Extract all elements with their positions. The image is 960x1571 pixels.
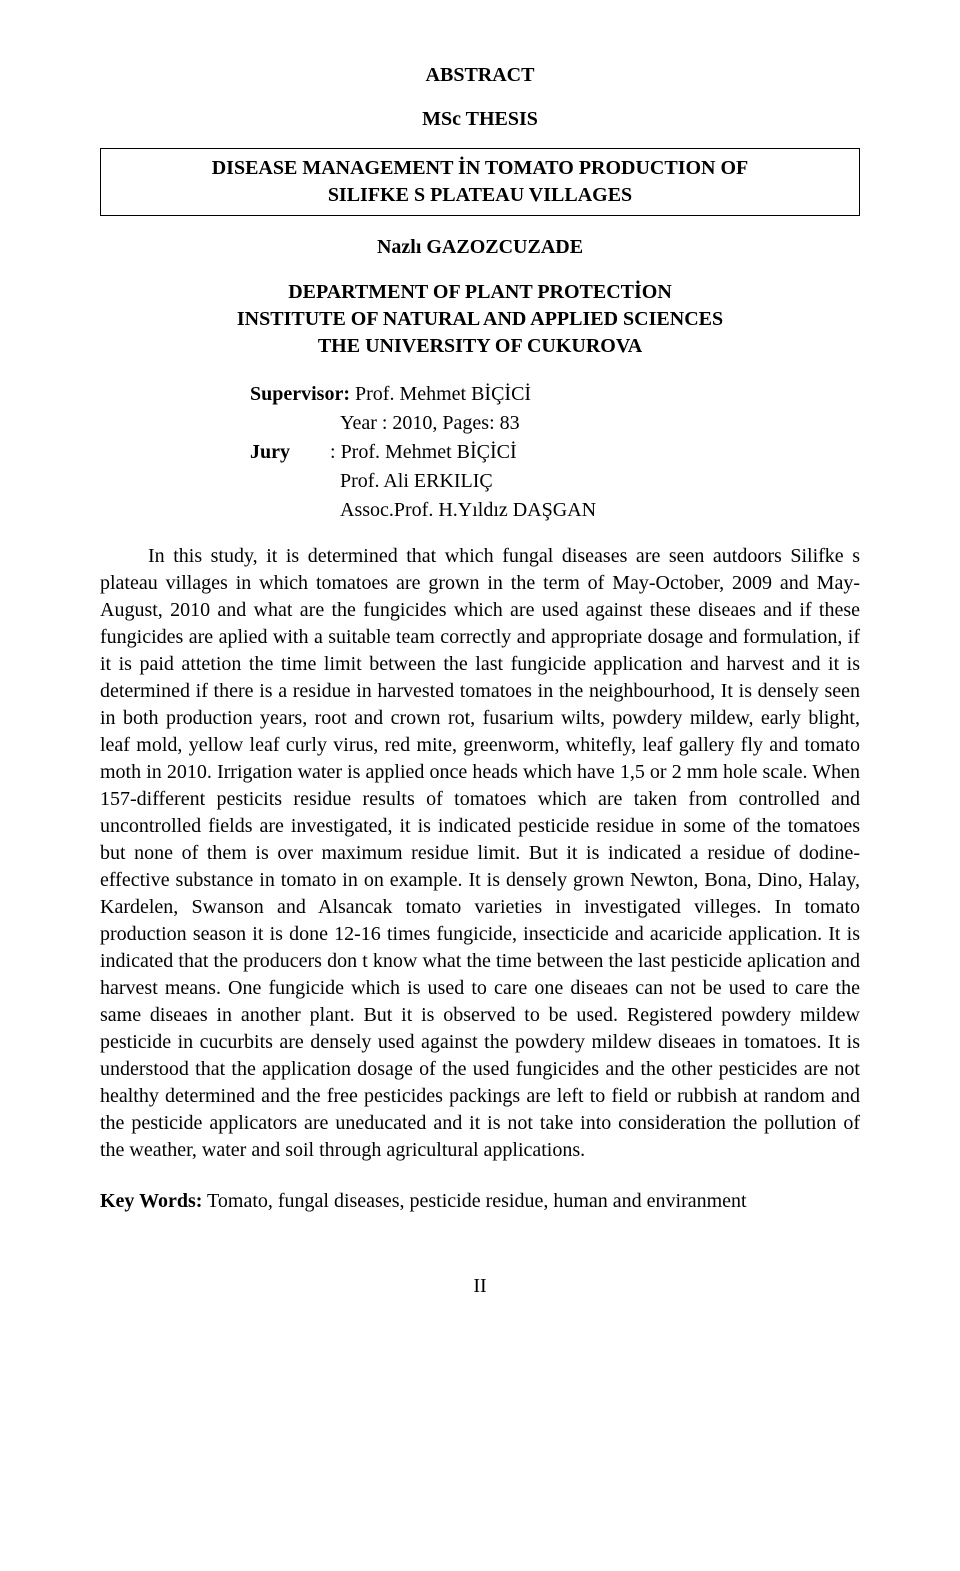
supervisor-label: Supervisor: xyxy=(250,383,355,405)
supervisor-row: Supervisor: Prof. Mehmet BİÇİCİ xyxy=(250,380,860,409)
year-pages-row: Year : 2010, Pages: 83 xyxy=(250,409,860,438)
jury-1: Prof. Mehmet BİÇİCİ xyxy=(341,441,517,463)
title-box: DISEASE MANAGEMENT İN TOMATO PRODUCTION … xyxy=(100,148,860,216)
jury-3: Assoc.Prof. H.Yıldız DAŞGAN xyxy=(250,496,860,525)
dept-line-1: DEPARTMENT OF PLANT PROTECTİON xyxy=(100,279,860,306)
keywords-text: Tomato, fungal diseases, pesticide resid… xyxy=(202,1190,746,1212)
keywords-row: Key Words: Tomato, fungal diseases, pest… xyxy=(100,1188,860,1215)
dept-line-3: THE UNIVERSITY OF CUKUROVA xyxy=(100,333,860,360)
page-number: II xyxy=(100,1275,860,1298)
author-name: Nazlı GAZOZCUZADE xyxy=(100,236,860,259)
jury-label: Jury xyxy=(250,441,290,463)
abstract-body: In this study, it is determined that whi… xyxy=(100,543,860,1164)
jury-2: Prof. Ali ERKILIÇ xyxy=(250,467,860,496)
jury-row-1: Jury : Prof. Mehmet BİÇİCİ xyxy=(250,438,860,467)
title-line-1: DISEASE MANAGEMENT İN TOMATO PRODUCTION … xyxy=(109,155,851,182)
abstract-heading: ABSTRACT xyxy=(100,60,860,90)
title-line-2: SILIFKE S PLATEAU VILLAGES xyxy=(109,182,851,209)
dept-line-2: INSTITUTE OF NATURAL AND APPLIED SCIENCE… xyxy=(100,306,860,333)
thesis-heading: MSc THESIS xyxy=(100,104,860,134)
department-block: DEPARTMENT OF PLANT PROTECTİON INSTITUTE… xyxy=(100,279,860,360)
supervisor-name: Prof. Mehmet BİÇİCİ xyxy=(355,383,531,405)
jury-sep: : xyxy=(290,441,341,463)
meta-block: Supervisor: Prof. Mehmet BİÇİCİ Year : 2… xyxy=(100,380,860,525)
page: ABSTRACT MSc THESIS DISEASE MANAGEMENT İ… xyxy=(0,0,960,1338)
keywords-label: Key Words: xyxy=(100,1190,202,1212)
